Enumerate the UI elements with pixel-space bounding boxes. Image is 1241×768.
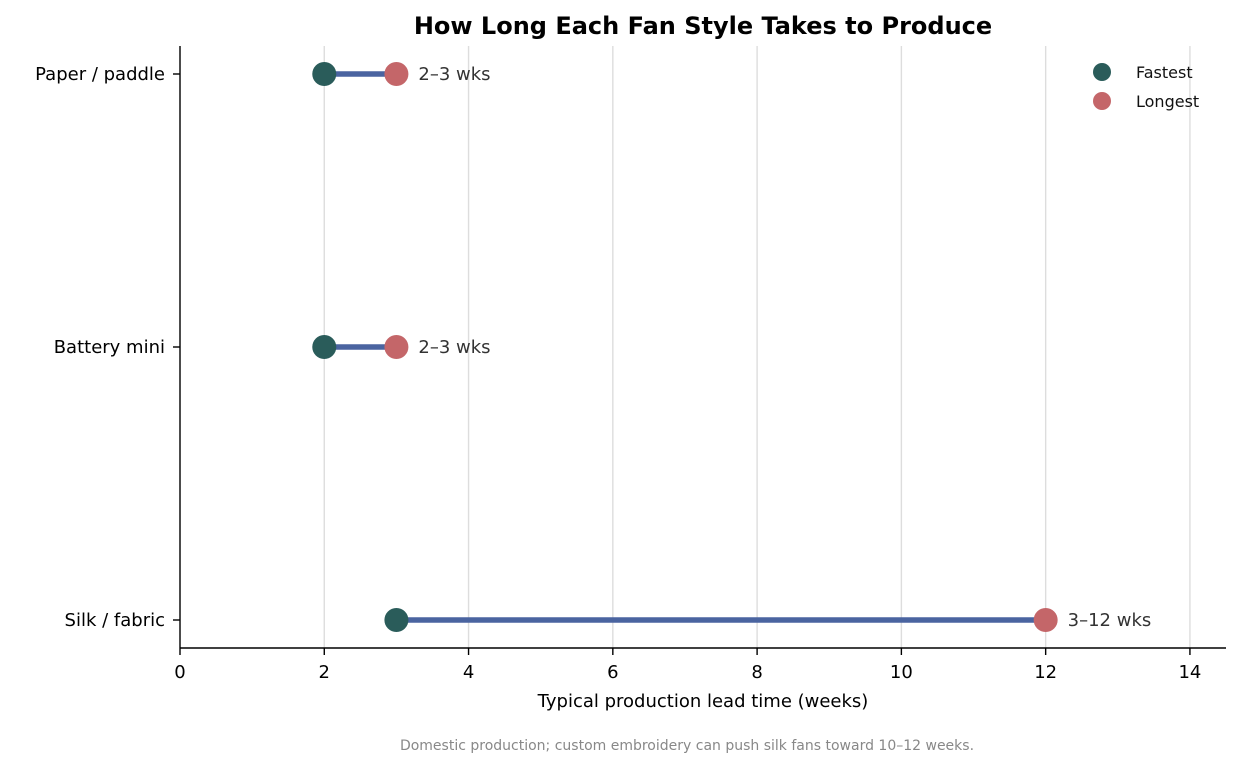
y-ticks: Paper / paddle Battery mini Silk / fabric (35, 64, 180, 631)
footnote: Domestic production; custom embroidery c… (400, 738, 974, 754)
x-tick-label: 10 (890, 662, 913, 683)
x-axis-label: Typical production lead time (weeks) (537, 691, 869, 712)
x-tick-label: 12 (1034, 662, 1057, 683)
range-connectors (324, 71, 1046, 623)
legend-label-fastest: Fastest (1136, 63, 1193, 82)
y-tick-label: Silk / fabric (65, 610, 165, 631)
point-longest (384, 335, 409, 359)
y-tick-label: Battery mini (54, 337, 165, 358)
point-longest (1033, 608, 1058, 632)
legend-marker-fastest (1093, 63, 1111, 81)
x-tick-label: 6 (607, 662, 618, 683)
x-tick-label: 2 (319, 662, 330, 683)
chart-title: How Long Each Fan Style Takes to Produce (414, 12, 992, 40)
range-label: 2–3 wks (418, 337, 490, 358)
point-fastest (312, 335, 337, 359)
range-labels: 2–3 wks 2–3 wks 3–12 wks (418, 64, 1151, 631)
grid-lines (323, 46, 1191, 648)
x-ticks: 0 2 4 6 8 10 12 14 (174, 648, 1201, 683)
point-fastest (312, 62, 337, 86)
legend-marker-longest (1093, 92, 1111, 110)
x-tick-label: 0 (174, 662, 185, 683)
range-label: 3–12 wks (1068, 610, 1152, 631)
range-points (312, 62, 1058, 632)
point-fastest (384, 608, 409, 632)
legend-label-longest: Longest (1136, 92, 1199, 111)
point-longest (384, 62, 409, 86)
x-tick-label: 8 (751, 662, 762, 683)
x-tick-label: 4 (463, 662, 474, 683)
range-label: 2–3 wks (418, 64, 490, 85)
x-tick-label: 14 (1178, 662, 1201, 683)
y-tick-label: Paper / paddle (35, 64, 165, 85)
legend: Fastest Longest (1093, 63, 1199, 111)
